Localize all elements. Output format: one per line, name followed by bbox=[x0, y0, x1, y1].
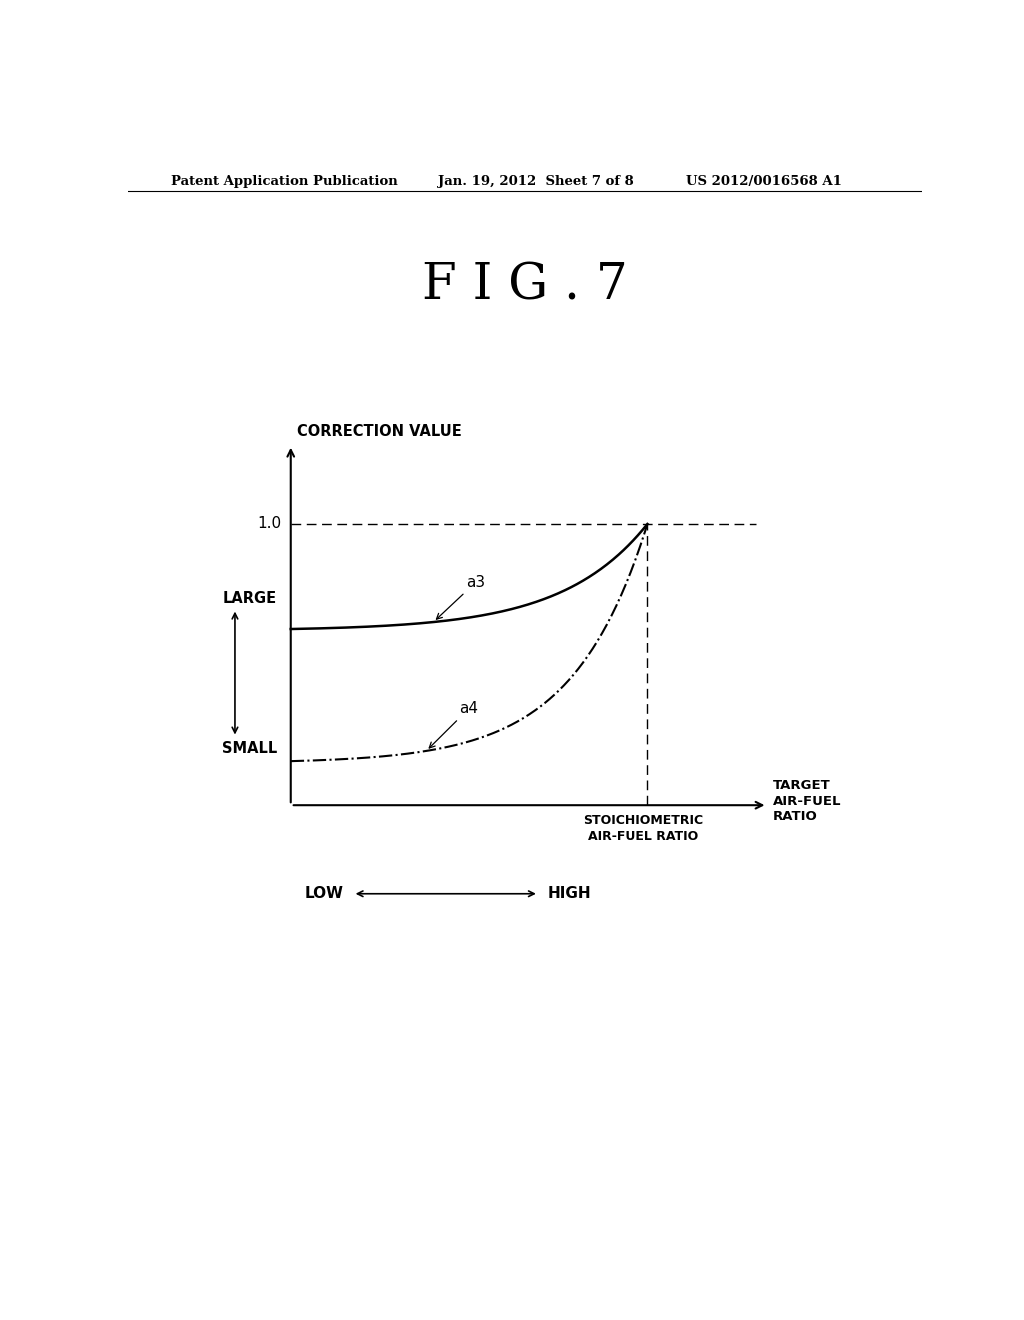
Text: US 2012/0016568 A1: US 2012/0016568 A1 bbox=[686, 176, 842, 189]
Text: TARGET
AIR-FUEL
RATIO: TARGET AIR-FUEL RATIO bbox=[773, 779, 842, 824]
Text: Jan. 19, 2012  Sheet 7 of 8: Jan. 19, 2012 Sheet 7 of 8 bbox=[438, 176, 634, 189]
Text: F I G . 7: F I G . 7 bbox=[422, 261, 628, 310]
Text: 1.0: 1.0 bbox=[257, 516, 282, 532]
Text: LOW: LOW bbox=[304, 886, 343, 902]
Text: a4: a4 bbox=[429, 701, 478, 748]
Text: a3: a3 bbox=[436, 574, 485, 619]
Text: HIGH: HIGH bbox=[548, 886, 592, 902]
Text: CORRECTION VALUE: CORRECTION VALUE bbox=[297, 425, 462, 440]
Text: SMALL: SMALL bbox=[221, 741, 276, 755]
Text: LARGE: LARGE bbox=[222, 590, 276, 606]
Text: Patent Application Publication: Patent Application Publication bbox=[171, 176, 397, 189]
Text: STOICHIOMETRIC
AIR-FUEL RATIO: STOICHIOMETRIC AIR-FUEL RATIO bbox=[584, 814, 703, 843]
